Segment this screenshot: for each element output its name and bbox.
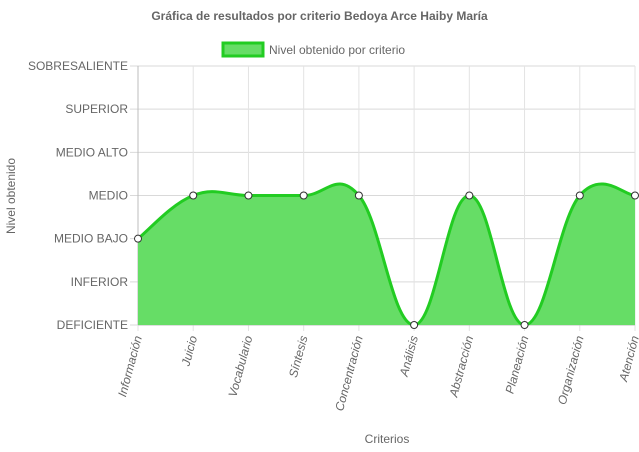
x-tick-label: Abstracción	[446, 334, 476, 399]
y-tick-label: DEFICIENTE	[57, 318, 128, 332]
chart-title: Gráfica de resultados por criterio Bedoy…	[151, 9, 488, 23]
data-point[interactable]	[575, 191, 584, 200]
y-tick-label: INFERIOR	[71, 275, 129, 289]
x-tick-label: Síntesis	[286, 334, 311, 379]
x-tick-label: Planeación	[503, 334, 532, 395]
data-point[interactable]	[631, 191, 639, 200]
data-point[interactable]	[520, 321, 529, 329]
legend[interactable]: Nivel obtenido por criterio	[221, 41, 405, 58]
data-point[interactable]	[410, 321, 419, 329]
legend-swatch	[221, 41, 265, 58]
y-tick-label: MEDIO ALTO	[56, 145, 128, 159]
series-area	[138, 183, 635, 325]
data-point[interactable]	[244, 191, 253, 200]
x-tick-label: Atención	[616, 334, 639, 384]
y-tick-label: SOBRESALIENTE	[28, 59, 128, 73]
x-axis-title: Criterios	[365, 432, 410, 446]
y-tick-label: MEDIO	[89, 189, 128, 203]
y-axis-ticks: DEFICIENTE INFERIOR MEDIO BAJO MEDIO MEDIO A…	[28, 59, 128, 332]
legend-label: Nivel obtenido por criterio	[269, 43, 405, 57]
data-point[interactable]	[465, 191, 474, 200]
data-point[interactable]	[299, 191, 308, 200]
y-tick-label: MEDIO BAJO	[54, 232, 128, 246]
x-tick-label: Concentración	[332, 334, 366, 413]
x-tick-label: Información	[115, 334, 145, 398]
data-point[interactable]	[134, 234, 142, 243]
data-points	[134, 191, 639, 329]
x-tick-label: Vocabulario	[226, 334, 256, 399]
y-axis-title: Nivel obtenido	[4, 158, 18, 234]
x-tick-label: Organización	[555, 334, 587, 406]
x-tick-label: Análisis	[397, 334, 421, 379]
x-tick-label: Juicio	[178, 334, 200, 369]
data-point[interactable]	[189, 191, 198, 200]
x-axis-ticks: Información Juicio Vocabulario Síntesis Conc…	[115, 334, 639, 413]
data-point[interactable]	[354, 191, 363, 200]
y-tick-label: SUPERIOR	[65, 102, 128, 116]
